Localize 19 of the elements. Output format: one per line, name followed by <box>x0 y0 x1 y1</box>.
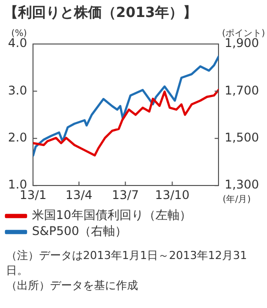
y2-tick-label: 1,500 <box>224 130 260 145</box>
chart-title: 【利回りと株価（2013年）】 <box>3 4 198 23</box>
text: （出所）データを基に作成 <box>6 278 139 293</box>
x-tick-label: 13/4 <box>65 188 92 202</box>
y2-tick-label: 1,700 <box>224 83 260 98</box>
x-tick-label: 13/10 <box>154 188 190 202</box>
x-axis-title: (年/月) <box>222 194 251 205</box>
legend-label: 米国10年国債利回り（左軸） <box>32 208 192 222</box>
y-tick-label: 3.0 <box>8 83 28 98</box>
y-tick-label: 4.0 <box>8 36 28 50</box>
y2-tick-label: 1,900 <box>224 36 260 50</box>
y-axis-title: (%) <box>11 28 27 39</box>
x-tick-label: 13/1 <box>20 188 47 202</box>
text: （注）データは2013年1月1日～2013年12月31日。 <box>6 248 248 278</box>
y2-tick-label: 1,300 <box>224 178 260 192</box>
x-tick-label: 13/7 <box>112 188 139 202</box>
legend-label: S&P500（右軸） <box>32 224 128 238</box>
y-tick-label: 2.0 <box>8 130 28 145</box>
y2-axis-title: (ポイント) <box>222 28 265 39</box>
